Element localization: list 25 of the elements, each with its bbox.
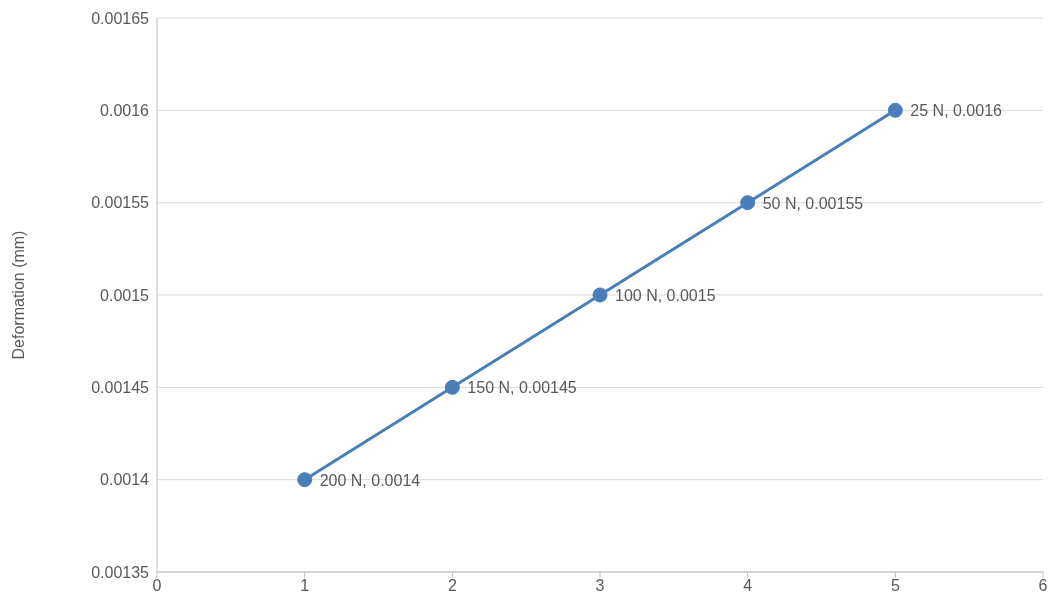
data-label: 50 N, 0.00155 [762,194,864,212]
x-tick-label: 1 [300,577,310,595]
x-tick-label: 0 [152,577,162,595]
data-label: 100 N, 0.0015 [615,287,716,304]
x-tick-label: 3 [595,577,605,595]
y-tick-label: 0.0016 [100,102,150,120]
x-tick-label: 6 [1038,577,1048,595]
y-tick-label: 0.00165 [91,9,150,27]
point [297,472,313,488]
data-label: 25 N, 0.0016 [910,102,1003,120]
point [887,102,903,118]
y-tick-label: 0.00145 [91,379,150,397]
point [740,195,756,211]
y-tick-label: 0.0014 [100,471,150,489]
x-tick-label: 2 [447,577,457,595]
point [592,287,608,303]
data-label: 200 N, 0.0014 [319,471,421,489]
x-tick-label: 5 [890,577,900,595]
x-tick-label: 4 [743,577,753,595]
y-tick-label: 0.0015 [100,286,150,304]
y-axis-title: Deformation (mm) [9,230,27,360]
y-tick-label: 0.00155 [91,194,150,212]
point [444,379,460,395]
data-label: 150 N, 0.00145 [467,379,577,397]
y-tick-label: 0.00135 [91,563,150,581]
